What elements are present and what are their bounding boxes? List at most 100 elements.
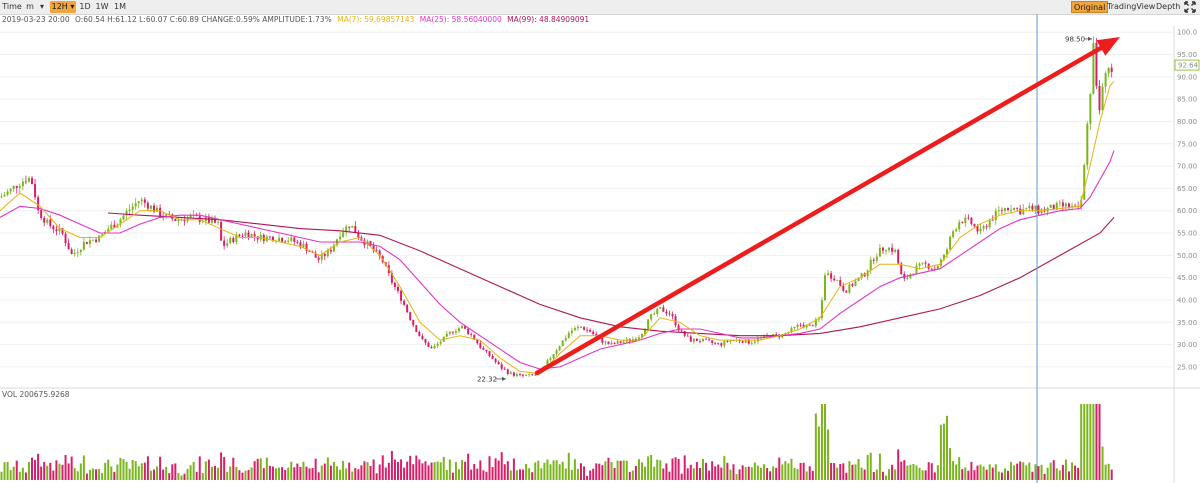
volume-bar: [406, 461, 409, 480]
interval-1m-button[interactable]: 1M: [114, 2, 126, 11]
interval-12h-button[interactable]: 12H ▾: [50, 1, 76, 13]
volume-bar: [442, 456, 445, 480]
candle-body: [949, 237, 952, 250]
view-original-button[interactable]: Original: [1071, 1, 1109, 13]
volume-bar: [491, 467, 494, 480]
candle-body: [897, 249, 900, 264]
view-tradingview-button[interactable]: TradingView: [1107, 2, 1156, 11]
candle-body: [85, 241, 88, 244]
candle-body: [40, 210, 43, 218]
volume-bar: [698, 467, 701, 480]
candle-body: [290, 237, 293, 241]
ma99-line: [107, 212, 1115, 337]
candle-body: [546, 360, 549, 366]
volume-bar: [857, 459, 860, 480]
volume-bar: [174, 463, 177, 480]
volume-bar: [326, 457, 329, 480]
volume-bar: [735, 474, 738, 480]
candle-body: [232, 237, 235, 242]
candle-body: [201, 221, 204, 222]
view-depth-button[interactable]: Depth: [1156, 2, 1181, 11]
volume-bar: [750, 467, 753, 480]
volume-bar: [1098, 404, 1101, 480]
volume-bar: [357, 469, 360, 480]
candle-body: [717, 342, 720, 344]
volume-bar: [0, 471, 3, 480]
candle-body: [970, 217, 973, 225]
candle-body: [827, 273, 830, 276]
candle-body: [848, 284, 851, 293]
volume-bar: [271, 466, 274, 480]
volume-bar: [1058, 470, 1061, 480]
volume-bar: [278, 467, 281, 480]
candle-body: [247, 232, 250, 238]
volume-bar: [61, 464, 64, 480]
info-date: 2019-03-23 20:00: [2, 15, 70, 24]
candle-body: [82, 241, 85, 250]
candle-body: [159, 207, 162, 217]
volume-bar: [403, 467, 406, 480]
volume-bar: [470, 469, 473, 480]
volume-bar: [634, 465, 637, 480]
candle-body: [641, 334, 643, 338]
volume-bar: [113, 471, 116, 480]
volume-bar: [717, 464, 720, 480]
volume-bar: [586, 475, 589, 480]
candle-body: [857, 277, 860, 282]
candle-body: [1083, 165, 1086, 200]
volume-bar: [64, 455, 67, 480]
ma7-line: [0, 80, 1115, 375]
volume-bar: [759, 467, 762, 480]
volume-bar: [918, 467, 921, 480]
volume-bar: [674, 457, 677, 480]
volume-bar: [525, 463, 528, 480]
candle-body: [329, 249, 332, 252]
candle-body: [522, 374, 525, 376]
low-price-label: 22.32: [477, 375, 497, 383]
volume-bar: [107, 459, 110, 480]
volume-bar: [814, 413, 817, 480]
volume-bar: [125, 461, 128, 480]
candle-body: [6, 191, 9, 195]
candle-body: [802, 324, 805, 328]
candle-body: [1086, 123, 1089, 166]
volume-bar: [714, 466, 717, 480]
interval-1d-button[interactable]: 1D: [79, 2, 91, 11]
high-pointer-arrowhead: [1088, 36, 1092, 41]
volume-bar: [1043, 473, 1046, 480]
volume-bar: [1016, 463, 1019, 480]
expand-icon[interactable]: [1184, 1, 1196, 13]
volume-bar: [519, 469, 521, 480]
interval-minute-button[interactable]: m: [26, 2, 34, 11]
price-tick-label: 45.00: [1177, 274, 1197, 282]
volume-bar: [210, 466, 213, 480]
volume-bar: [195, 471, 198, 480]
volume-bar: [232, 457, 235, 480]
candle-body: [637, 337, 640, 340]
candle-body: [491, 356, 494, 359]
candle-body: [991, 219, 994, 221]
volume-bar: [522, 469, 525, 480]
volume-bar: [52, 470, 55, 480]
candle-body: [92, 239, 94, 241]
volume-bar: [641, 462, 643, 480]
candle-body: [37, 197, 40, 211]
volume-bar: [67, 463, 70, 480]
candle-body: [671, 313, 674, 317]
candle-body: [1055, 203, 1058, 210]
volume-bar: [903, 460, 906, 480]
candle-body: [683, 330, 686, 336]
volume-bar: [204, 461, 207, 480]
volume-bar: [467, 453, 470, 480]
volume-bar: [247, 470, 250, 480]
interval-1w-button[interactable]: 1W: [95, 2, 109, 11]
volume-bar: [552, 460, 555, 480]
candle-body: [613, 342, 616, 344]
volume-bar: [454, 462, 457, 480]
volume-bar: [808, 466, 811, 480]
candle-body: [461, 325, 464, 329]
volume-bar: [6, 461, 9, 480]
candle-body: [61, 228, 64, 234]
interval-dropdown-icon[interactable]: ▾: [39, 2, 44, 11]
